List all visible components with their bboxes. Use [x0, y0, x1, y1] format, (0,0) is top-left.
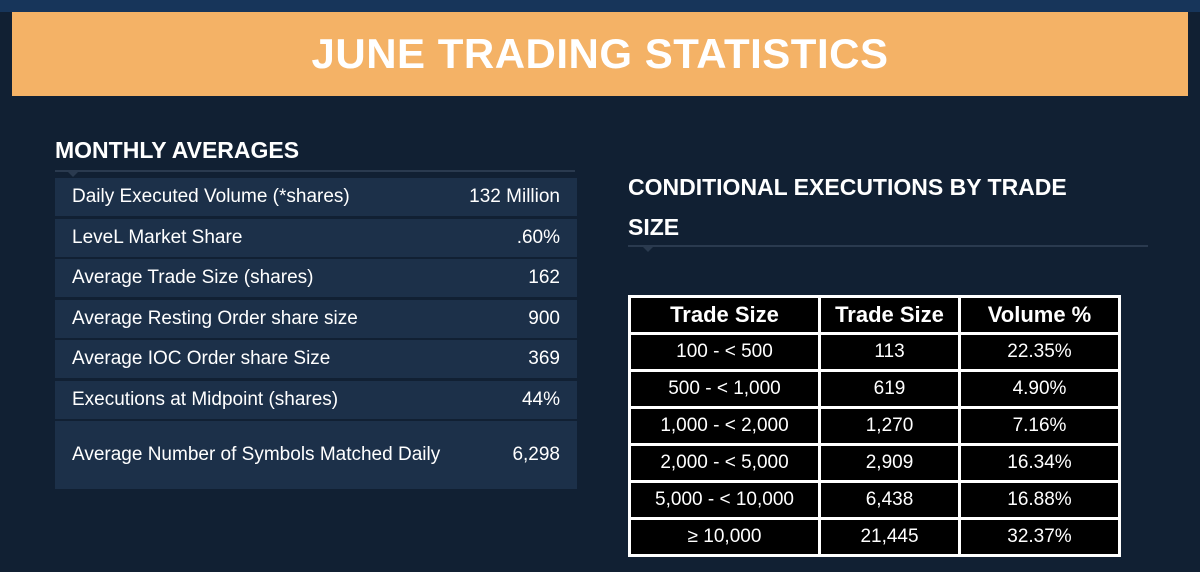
- table-cell: 32.37%: [958, 517, 1121, 557]
- table-row: ≥ 10,000 21,445 32.37%: [628, 517, 1121, 557]
- table-header-row: Trade Size Trade Size Volume %: [628, 295, 1121, 335]
- conditional-heading-notch: [643, 247, 653, 252]
- row-label: Average IOC Order share Size: [72, 348, 331, 369]
- conditional-heading-line2: SIZE: [628, 214, 680, 240]
- table-row: 5,000 - < 10,000 6,438 16.88%: [628, 480, 1121, 520]
- conditional-executions-table: Trade Size Trade Size Volume % 100 - < 5…: [628, 295, 1121, 557]
- row-label: Average Trade Size (shares): [72, 267, 314, 288]
- column-header: Volume %: [958, 295, 1121, 335]
- table-row: 2,000 - < 5,000 2,909 16.34%: [628, 443, 1121, 483]
- row-label: Average Resting Order share size: [72, 307, 358, 329]
- top-strip: [0, 0, 1200, 12]
- row-value: 162: [528, 267, 560, 288]
- table-row: Executions at Midpoint (shares) 44%: [55, 380, 577, 419]
- monthly-heading-divider: [55, 170, 575, 172]
- title-banner: JUNE TRADING STATISTICS: [12, 12, 1188, 96]
- monthly-heading-notch: [68, 172, 78, 177]
- table-cell: ≥ 10,000: [628, 517, 821, 557]
- table-row: Average IOC Order share Size 369: [55, 340, 577, 378]
- table-cell: 4.90%: [958, 369, 1121, 409]
- row-value: 369: [528, 348, 560, 369]
- table-cell: 100 - < 500: [628, 332, 821, 372]
- table-cell: 2,909: [818, 443, 961, 483]
- table-cell: 1,270: [818, 406, 961, 446]
- table-row: 100 - < 500 113 22.35%: [628, 332, 1121, 372]
- row-value: 6,298: [512, 444, 560, 465]
- conditional-heading-divider: [628, 245, 1148, 247]
- table-row: Average Trade Size (shares) 162: [55, 259, 577, 297]
- column-header: Trade Size: [628, 295, 821, 335]
- table-cell: 16.88%: [958, 480, 1121, 520]
- row-value: 44%: [521, 388, 560, 410]
- table-cell: 500 - < 1,000: [628, 369, 821, 409]
- column-header: Trade Size: [818, 295, 961, 335]
- table-cell: 113: [818, 332, 961, 372]
- table-cell: 22.35%: [958, 332, 1121, 372]
- table-row: 1,000 - < 2,000 1,270 7.16%: [628, 406, 1121, 446]
- conditional-heading-line1: CONDITIONAL EXECUTIONS BY TRADE: [628, 174, 1067, 200]
- row-label: LeveL Market Share: [72, 226, 243, 248]
- page-title: JUNE TRADING STATISTICS: [311, 30, 889, 77]
- table-cell: 2,000 - < 5,000: [628, 443, 821, 483]
- table-cell: 21,445: [818, 517, 961, 557]
- table-row: Average Resting Order share size 900: [55, 299, 577, 338]
- monthly-averages-heading: MONTHLY AVERAGES: [55, 137, 300, 163]
- row-label: Executions at Midpoint (shares): [72, 388, 339, 410]
- table-cell: 16.34%: [958, 443, 1121, 483]
- table-row: LeveL Market Share .60%: [55, 218, 577, 257]
- row-value: 900: [528, 307, 560, 329]
- row-label: Daily Executed Volume (*shares): [72, 186, 350, 207]
- table-cell: 5,000 - < 10,000: [628, 480, 821, 520]
- row-label: Average Number of Symbols Matched Daily: [72, 444, 441, 465]
- table-cell: 619: [818, 369, 961, 409]
- table-cell: 1,000 - < 2,000: [628, 406, 821, 446]
- table-row: 500 - < 1,000 619 4.90%: [628, 369, 1121, 409]
- row-value: 132 Million: [469, 186, 560, 207]
- table-row: Average Number of Symbols Matched Daily …: [55, 421, 577, 489]
- row-value: .60%: [516, 226, 560, 248]
- table-cell: 6,438: [818, 480, 961, 520]
- table-row: Daily Executed Volume (*shares) 132 Mill…: [55, 178, 577, 216]
- monthly-averages-table: Daily Executed Volume (*shares) 132 Mill…: [55, 178, 577, 492]
- table-cell: 7.16%: [958, 406, 1121, 446]
